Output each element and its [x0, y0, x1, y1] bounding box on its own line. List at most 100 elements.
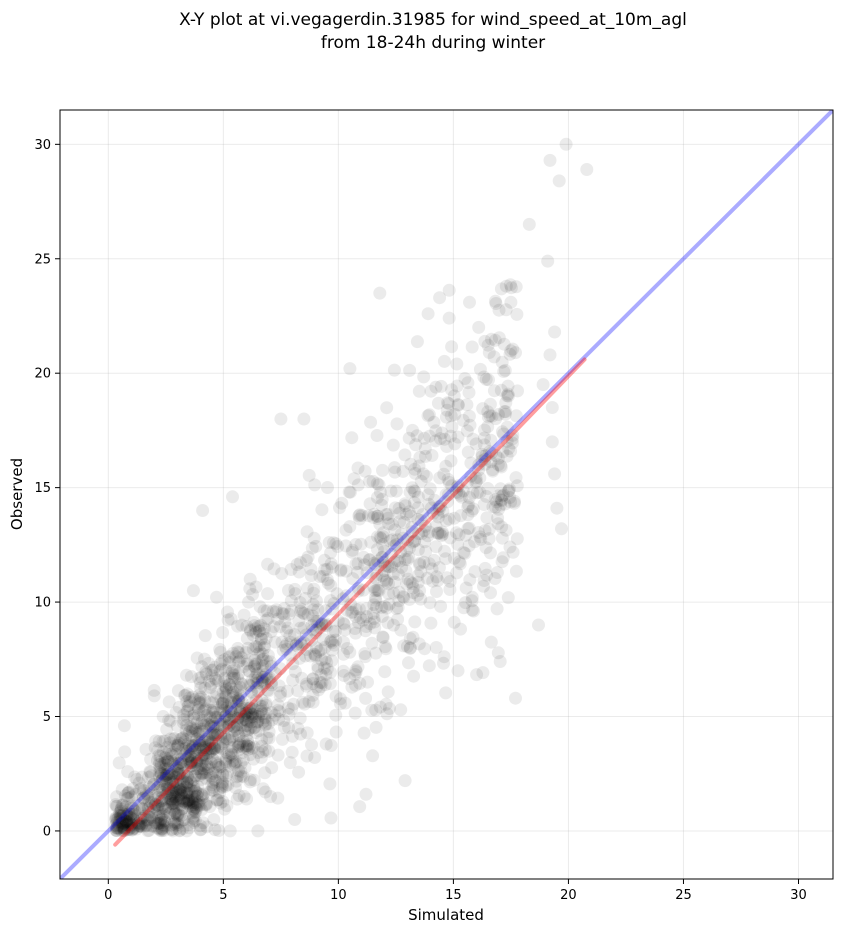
data-point — [433, 432, 447, 446]
data-point — [227, 662, 241, 675]
data-point — [472, 458, 486, 472]
data-point — [324, 634, 338, 648]
data-point — [234, 765, 248, 779]
data-point — [143, 765, 157, 778]
data-point — [373, 286, 387, 300]
data-point — [188, 750, 202, 764]
data-point — [493, 655, 507, 668]
data-point — [349, 538, 363, 551]
data-point — [403, 592, 416, 606]
data-point — [121, 803, 135, 817]
data-point — [186, 796, 200, 810]
data-point — [259, 631, 273, 645]
data-point — [135, 770, 149, 784]
data-point — [182, 772, 196, 786]
scatter-points — [108, 137, 594, 838]
data-point — [282, 607, 296, 621]
data-point — [212, 740, 226, 754]
data-point — [113, 806, 127, 820]
data-point — [497, 405, 511, 419]
data-point — [175, 802, 189, 816]
data-point — [371, 530, 384, 544]
data-point — [136, 802, 149, 816]
data-point — [187, 779, 201, 793]
data-point — [422, 659, 436, 673]
data-point — [380, 401, 394, 415]
data-point — [477, 574, 491, 587]
data-point — [231, 671, 245, 685]
data-point — [481, 482, 495, 495]
data-point — [155, 824, 169, 838]
data-point — [187, 798, 201, 812]
data-point — [169, 816, 183, 830]
data-point — [169, 806, 183, 820]
data-point — [207, 813, 221, 827]
data-point — [435, 529, 448, 543]
data-point — [362, 509, 375, 523]
data-point — [373, 700, 387, 714]
data-point — [133, 783, 147, 796]
data-point — [169, 770, 183, 784]
data-point — [183, 720, 197, 734]
data-point — [205, 669, 219, 682]
data-point — [429, 380, 443, 394]
data-point — [209, 727, 222, 741]
data-point — [188, 814, 202, 828]
data-point — [147, 683, 161, 697]
data-point — [291, 639, 305, 653]
data-point — [372, 478, 386, 492]
data-point — [349, 665, 363, 679]
data-point — [110, 811, 123, 825]
data-point — [166, 749, 180, 762]
data-point — [510, 479, 524, 493]
data-point — [236, 734, 250, 748]
data-point — [485, 446, 498, 460]
data-point — [491, 517, 505, 531]
data-point — [309, 649, 322, 663]
data-point — [110, 821, 124, 834]
data-point — [159, 778, 173, 792]
data-point — [180, 770, 194, 783]
data-point — [440, 440, 454, 453]
data-point — [458, 372, 472, 385]
data-point — [548, 325, 562, 339]
data-point — [494, 482, 507, 496]
data-point — [188, 693, 202, 706]
data-point — [204, 677, 218, 691]
data-point — [447, 389, 461, 403]
y-axis-label: Observed — [8, 458, 26, 530]
data-point — [320, 573, 334, 587]
data-point — [401, 533, 415, 547]
data-point — [185, 794, 199, 808]
data-point — [127, 821, 141, 835]
data-point — [480, 568, 494, 582]
data-point — [188, 743, 202, 757]
data-point — [499, 303, 513, 317]
data-point — [171, 740, 185, 754]
data-point — [479, 541, 493, 555]
data-point — [252, 619, 265, 633]
data-point — [489, 449, 503, 462]
data-point — [180, 788, 194, 802]
data-point — [155, 809, 169, 823]
data-point — [240, 792, 254, 806]
data-point — [268, 708, 282, 722]
data-point — [389, 538, 403, 551]
data-point — [237, 712, 251, 726]
data-point — [353, 676, 367, 690]
data-point — [218, 802, 231, 816]
data-point — [396, 589, 410, 603]
data-point — [181, 703, 195, 717]
data-point — [308, 751, 322, 764]
data-point — [180, 786, 194, 800]
data-point — [187, 802, 201, 816]
data-point — [274, 686, 288, 699]
data-point — [206, 721, 220, 735]
data-point — [369, 593, 383, 607]
data-point — [167, 780, 181, 794]
data-point — [262, 731, 276, 745]
data-point — [403, 363, 417, 377]
data-point — [168, 790, 182, 804]
data-point — [388, 461, 402, 475]
data-point — [331, 540, 345, 553]
